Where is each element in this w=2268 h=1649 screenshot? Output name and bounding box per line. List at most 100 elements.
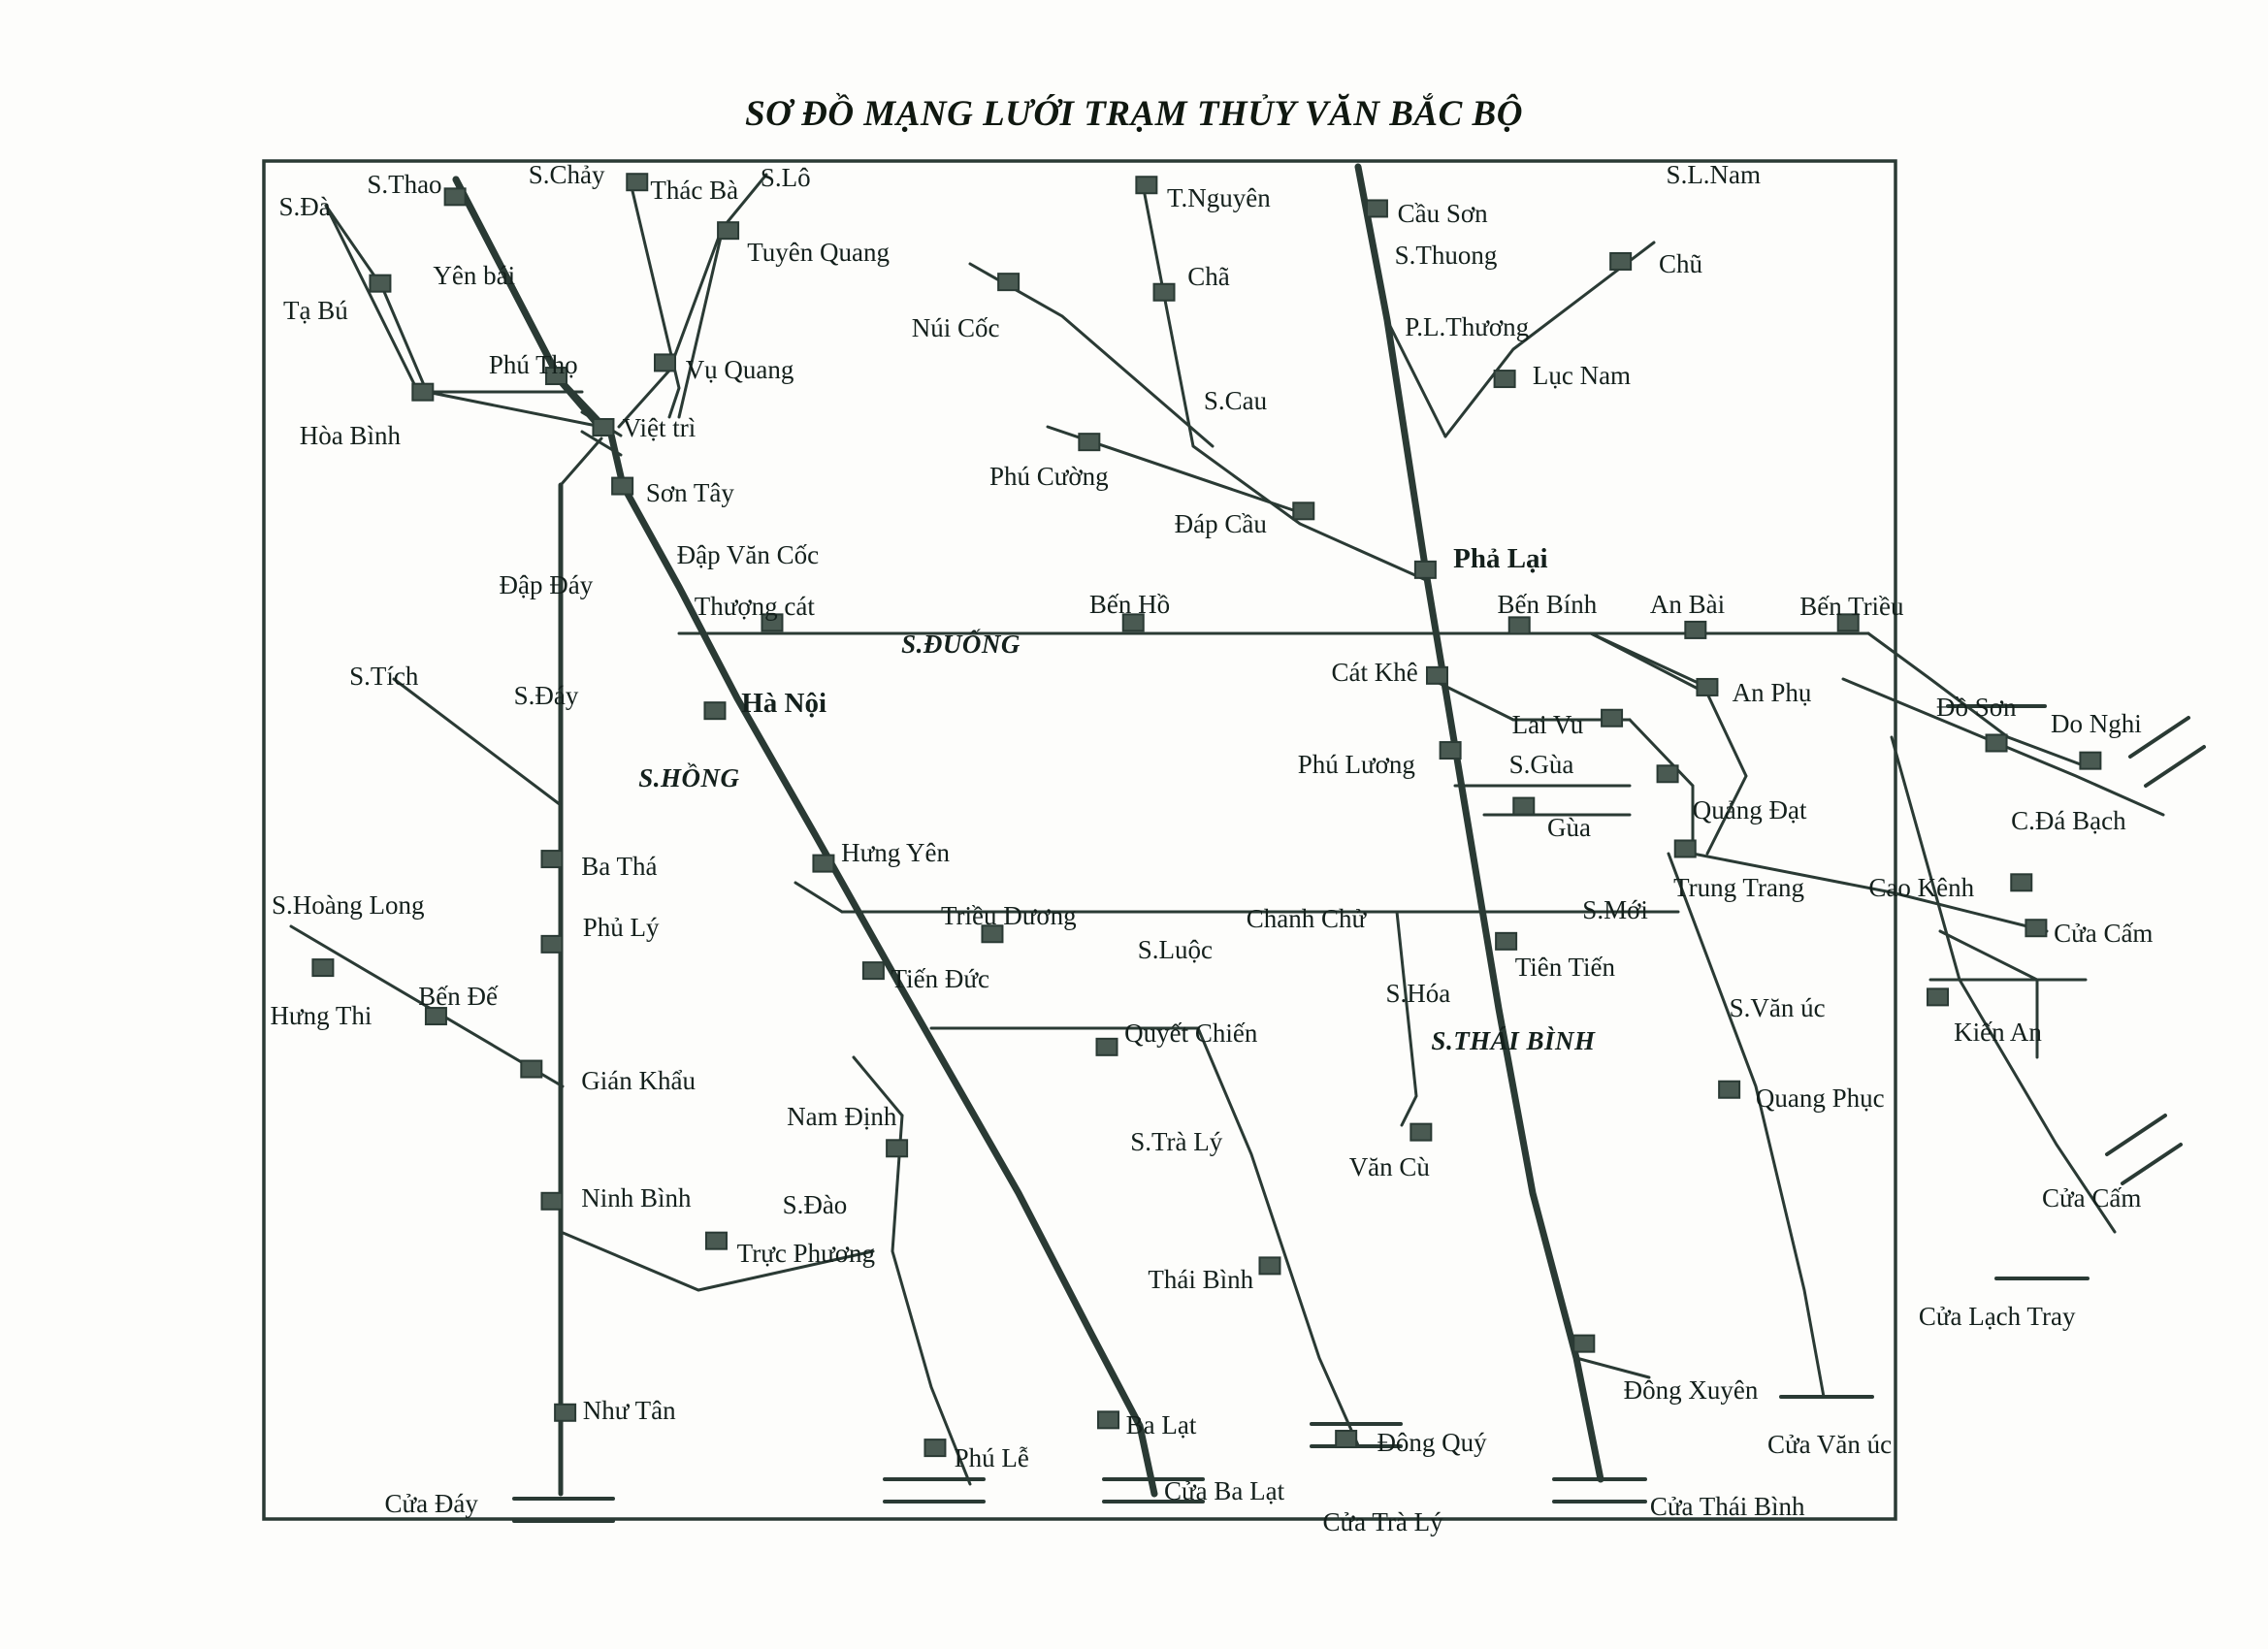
branch-quangdat [1628,718,1695,856]
station-label-tien-tien: Tiên Tiến [1514,952,1616,982]
station-marker-ben-binh[interactable] [1507,616,1531,635]
station-marker-yen-bai[interactable] [443,187,467,207]
station-label-dong-quy: Đông Quý [1377,1428,1487,1458]
station-marker-ta-bu[interactable] [369,274,392,293]
station-marker-ben-ho[interactable] [1121,613,1145,632]
station-marker-pha-lai[interactable] [1413,560,1437,579]
diagram-frame [262,159,1897,1521]
river-hoanglong [289,924,565,1088]
station-marker-vu-quang[interactable] [654,353,677,372]
station-label-thac-ba: Thác Bà [650,176,739,206]
station-label-ba-lat: Ba Lạt [1125,1410,1197,1440]
station-marker-dap-cau[interactable] [1292,501,1315,521]
station-marker-kien-an[interactable] [1927,987,1950,1007]
station-marker-lai-vu[interactable] [1601,708,1624,728]
station-marker-viet-tri[interactable] [592,418,615,437]
river-label-s-tich: S.Tích [349,662,419,692]
station-marker-phu-le[interactable] [923,1439,947,1458]
station-marker-nhu-tan[interactable] [554,1403,577,1422]
river-label-s-l-nam: S.L.Nam [1666,159,1762,189]
station-marker-thac-ba[interactable] [626,173,649,192]
station-label-trieu-duong: Triều Dương [941,900,1077,930]
station-marker-dong-xuyen[interactable] [1572,1334,1596,1353]
station-marker-t-nguyen[interactable] [1135,176,1158,195]
branch-dosonline [1841,677,2165,817]
station-marker-phu-tho[interactable] [545,367,568,386]
station-marker-tuyen-quang[interactable] [717,221,740,241]
station-label-cao-kenh: Cao Kênh [1868,873,1975,903]
station-marker-hung-yen[interactable] [812,854,835,873]
boundary-hatches [2105,716,2206,1185]
station-marker-ba-tha[interactable] [540,850,564,869]
station-marker-cau-son[interactable] [1365,199,1388,218]
station-marker-cha[interactable] [1152,282,1176,302]
station-label-chu: Chũ [1658,248,1702,278]
river-cau [1141,182,1428,582]
station-marker-an-bai[interactable] [1684,620,1707,639]
station-marker-truc-phuong[interactable] [704,1231,728,1250]
station-marker-ba-lat[interactable] [1097,1410,1120,1430]
station-marker-tien-tien[interactable] [1495,931,1518,951]
station-marker-nui-coc[interactable] [997,273,1021,292]
station-marker-do-nghi[interactable] [2079,751,2102,770]
station-label-nui-coc: Núi Cốc [911,313,1000,343]
station-marker-van-cu[interactable] [1409,1122,1433,1142]
station-label-ben-trieu: Bến Triều [1799,591,1904,621]
station-marker-gian-khau[interactable] [520,1059,543,1079]
station-label-cua-thai-binh: Cửa Thái Bình [1649,1491,1805,1521]
station-label-ben-binh: Bến Bính [1497,590,1598,620]
station-marker-cat-khe[interactable] [1425,665,1448,685]
station-label-cua-cam-2: Cửa Cấm [2041,1182,2142,1212]
station-marker-ben-de[interactable] [424,1007,447,1026]
station-marker-dong-quy[interactable] [1335,1430,1358,1449]
station-label-van-cu: Văn Cù [1348,1151,1430,1181]
river-label-s-cau: S.Cau [1203,385,1268,415]
river-dao [891,1114,972,1486]
station-marker-luc-nam[interactable] [1493,370,1516,389]
river-chay [627,173,681,419]
station-label-an-bai: An Bài [1649,590,1726,620]
station-label-yen-bai: Yên bái [433,260,516,290]
station-marker-chu[interactable] [1609,251,1633,271]
station-marker-nam-dinh[interactable] [886,1139,909,1158]
station-label-an-phu: An Phụ [1732,677,1812,707]
station-label-hung-thi: Hưng Thi [270,1000,373,1030]
station-marker-cao-kenh[interactable] [2010,873,2033,892]
station-marker-phu-ly[interactable] [540,934,564,954]
station-marker-ben-trieu[interactable] [1836,613,1860,632]
station-label-nhu-tan: Như Tân [582,1396,676,1426]
station-label-gian-khau: Gián Khẩu [581,1065,696,1095]
station-marker-hung-thi[interactable] [311,958,335,978]
station-label-chanh-chu: Chanh Chử [1246,904,1367,934]
station-marker-trung-trang[interactable] [1673,839,1697,858]
station-marker-ha-noi[interactable] [703,701,727,721]
station-label-do-nghi: Do Nghi [2051,708,2142,738]
station-marker-thai-binh[interactable] [1258,1256,1281,1276]
river-label-s-day: S.Đáy [513,680,579,710]
station-markers-group [311,173,2102,1458]
station-marker-phu-cuong[interactable] [1078,433,1101,452]
station-marker-gua[interactable] [1512,796,1536,816]
station-marker-ninh-binh[interactable] [540,1191,564,1211]
river-label-s-lo: S.Lô [760,162,811,192]
station-marker-tien-duc[interactable] [861,961,885,981]
page-title: SƠ ĐỒ MẠNG LƯỚI TRẠM THỦY VĂN BẮC BỘ [745,94,1523,134]
station-marker-thuong-cat[interactable] [761,613,784,632]
river-day-join [559,436,603,487]
station-marker-quang-phuc[interactable] [1718,1080,1741,1099]
station-marker-hoa-binh[interactable] [411,382,435,402]
station-marker-quang-dat[interactable] [1656,764,1679,784]
station-marker-an-phu[interactable] [1696,677,1719,696]
station-marker-son-tay[interactable] [611,476,634,496]
station-marker-quyet-chien[interactable] [1095,1037,1118,1056]
station-marker-cua-cam[interactable] [2025,919,2048,938]
station-label-dap-van-coc: Đập Văn Cốc [676,539,820,569]
station-label-ta-bu: Tạ Bú [283,296,348,326]
river-label-s-luoc: S.Luộc [1137,934,1214,964]
station-marker-phu-luong[interactable] [1439,741,1462,760]
station-marker-trieu-duong[interactable] [981,924,1004,944]
station-label-trung-trang: Trung Trang [1673,873,1804,903]
river-dao-join [852,1055,904,1117]
station-marker-do-son[interactable] [1985,733,2008,753]
station-label-viet-tri: Việt trì [622,413,697,443]
